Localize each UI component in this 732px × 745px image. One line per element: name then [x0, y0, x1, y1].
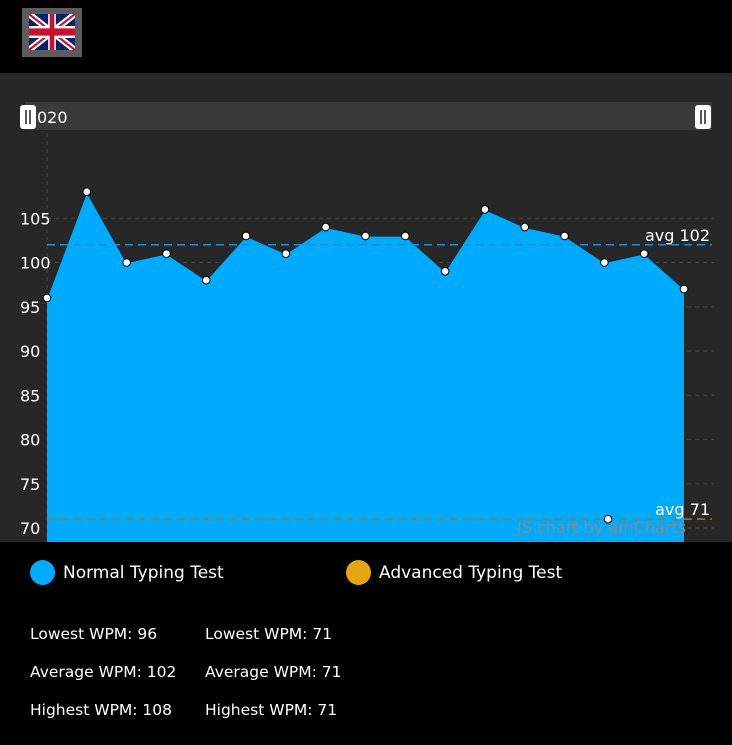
normal-data-point[interactable] — [639, 249, 649, 258]
legend-label-normal: Normal Typing Test — [63, 562, 224, 583]
y-tick-label: 100 — [20, 254, 51, 273]
normal-data-point[interactable] — [401, 231, 410, 241]
normal-data-point[interactable] — [321, 222, 330, 232]
scrollbar-track[interactable] — [25, 102, 712, 130]
normal-series-area — [47, 191, 684, 542]
normal-data-point[interactable] — [480, 205, 490, 214]
y-tick-label: 80 — [20, 431, 40, 450]
legend: Normal Typing Test Advanced Typing Test — [0, 560, 732, 588]
normal-lowest-wpm: Lowest WPM: 96 — [30, 625, 158, 643]
advanced-lowest-wpm: Lowest WPM: 71 — [205, 625, 333, 643]
normal-stats: Lowest WPM: 96 Average WPM: 102 Highest … — [30, 625, 176, 739]
normal-data-point[interactable] — [201, 275, 211, 285]
normal-average-wpm: Average WPM: 102 — [30, 663, 177, 681]
point-layer — [42, 187, 689, 524]
normal-data-point[interactable] — [600, 258, 609, 267]
scrollbar-left-grip[interactable] — [20, 105, 36, 129]
normal-data-point[interactable] — [679, 284, 689, 294]
legend-label-advanced: Advanced Typing Test — [379, 562, 563, 583]
advanced-highest-wpm: Highest WPM: 71 — [205, 701, 338, 719]
normal-data-point[interactable] — [281, 249, 291, 258]
y-tick-label: 95 — [20, 298, 40, 317]
advanced-average-wpm: Average WPM: 71 — [205, 663, 342, 681]
normal-data-point[interactable] — [560, 231, 569, 241]
normal-data-point[interactable] — [42, 293, 52, 303]
legend-item-normal[interactable]: Normal Typing Test — [30, 560, 224, 585]
guide-layer: avg 102 avg 71 — [47, 226, 712, 520]
chart-watermark: JS chart by amCharts — [516, 518, 686, 537]
normal-data-point[interactable] — [162, 249, 171, 258]
y-tick-label: 90 — [20, 342, 40, 361]
scrollbar-right-grip[interactable] — [695, 105, 711, 129]
tick-layer: 70 75 80 85 90 95 100 105 — [20, 209, 51, 538]
advanced-stats: Lowest WPM: 71 Average WPM: 71 Highest W… — [205, 625, 342, 739]
legend-marker-normal — [30, 560, 55, 585]
normal-data-point[interactable] — [122, 258, 131, 267]
normal-data-point[interactable] — [361, 231, 370, 241]
advanced-data-point[interactable] — [603, 514, 613, 524]
top-bar — [0, 0, 732, 73]
uk-flag-icon — [29, 14, 75, 50]
chart-panel: avg 102 avg 71 70 75 80 85 90 95 100 105 020 JS … — [0, 73, 732, 542]
chart-scrollbar: 020 — [20, 102, 712, 130]
y-tick-label: 105 — [20, 209, 51, 228]
advanced-average-guide-label: avg 71 — [655, 500, 710, 519]
wpm-chart: avg 102 avg 71 70 75 80 85 90 95 100 105 020 JS … — [20, 102, 714, 542]
language-flag-button[interactable] — [22, 8, 82, 57]
normal-data-point[interactable] — [241, 231, 251, 241]
normal-data-point[interactable] — [82, 187, 92, 196]
normal-highest-wpm: Highest WPM: 108 — [30, 701, 173, 719]
y-tick-label: 70 — [20, 519, 40, 538]
legend-item-advanced[interactable]: Advanced Typing Test — [346, 560, 562, 585]
y-tick-label: 85 — [20, 386, 40, 405]
scrollbar-label: 020 — [37, 108, 68, 127]
y-tick-label: 75 — [20, 475, 40, 494]
normal-average-guide-label: avg 102 — [645, 226, 710, 245]
legend-marker-advanced — [346, 560, 371, 585]
normal-data-point[interactable] — [520, 222, 530, 232]
normal-data-point[interactable] — [440, 267, 450, 276]
